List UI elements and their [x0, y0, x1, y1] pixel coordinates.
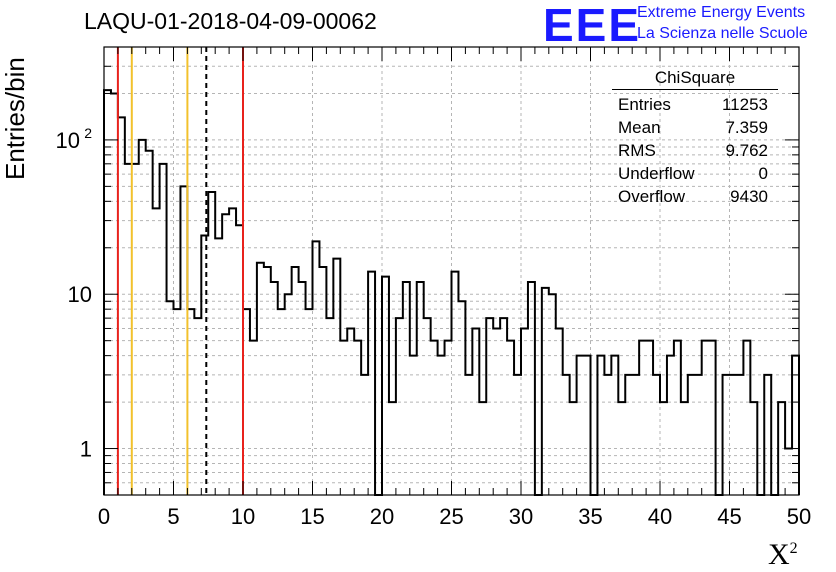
x-tick-label: 35	[578, 504, 602, 529]
y-tick-label: 1	[80, 437, 92, 462]
y-tick-label: 10	[68, 282, 92, 307]
stats-value: 7.359	[725, 117, 768, 137]
logo-line-2: La Scienza nelle Scuole	[637, 25, 808, 42]
x-tick-label: 0	[98, 504, 110, 529]
stats-value: 11253	[721, 94, 768, 114]
logo-line-1: Extreme Energy Events	[637, 4, 806, 21]
x-tick-label: 50	[787, 504, 811, 529]
stats-label: Mean	[618, 117, 661, 137]
eee-logo: EEE	[543, 0, 642, 51]
x-tick-label: 5	[167, 504, 179, 529]
stats-value: 9.762	[725, 140, 768, 160]
x-axis-label: X2	[768, 538, 798, 572]
stats-label: Entries	[618, 94, 671, 114]
x-tick-label: 40	[648, 504, 672, 529]
stats-label: RMS	[618, 140, 656, 160]
stats-value: 9430	[730, 186, 768, 206]
x-tick-label: 15	[300, 504, 324, 529]
y-tick-label-exponent: 2	[84, 125, 92, 141]
stats-row: Overflow 9430	[612, 185, 778, 208]
x-tick-label: 10	[231, 504, 255, 529]
histogram-series	[103, 89, 800, 496]
stats-title: ChiSquare	[612, 68, 778, 90]
stats-row: Underflow 0	[612, 162, 778, 185]
x-tick-label: 25	[439, 504, 463, 529]
x-tick-label: 30	[509, 504, 533, 529]
x-tick-label: 45	[717, 504, 741, 529]
chart-title: LAQU-01-2018-04-09-00062	[84, 8, 377, 34]
y-tick-label: 10	[56, 128, 80, 153]
stats-row: Entries 11253	[612, 93, 778, 116]
stats-row: Mean 7.359	[612, 116, 778, 139]
stats-label: Underflow	[618, 163, 695, 183]
stats-box: ChiSquare Entries 11253 Mean 7.359 RMS 9.76…	[612, 68, 778, 208]
x-axis-label-text: X	[768, 538, 790, 571]
x-tick-label: 20	[370, 504, 394, 529]
stats-value: 0	[758, 163, 768, 183]
stats-row: RMS 9.762	[612, 139, 778, 162]
x-axis-label-superscript: 2	[789, 540, 798, 557]
y-axis-label: Entries/bin	[0, 57, 30, 180]
stats-label: Overflow	[618, 186, 686, 206]
